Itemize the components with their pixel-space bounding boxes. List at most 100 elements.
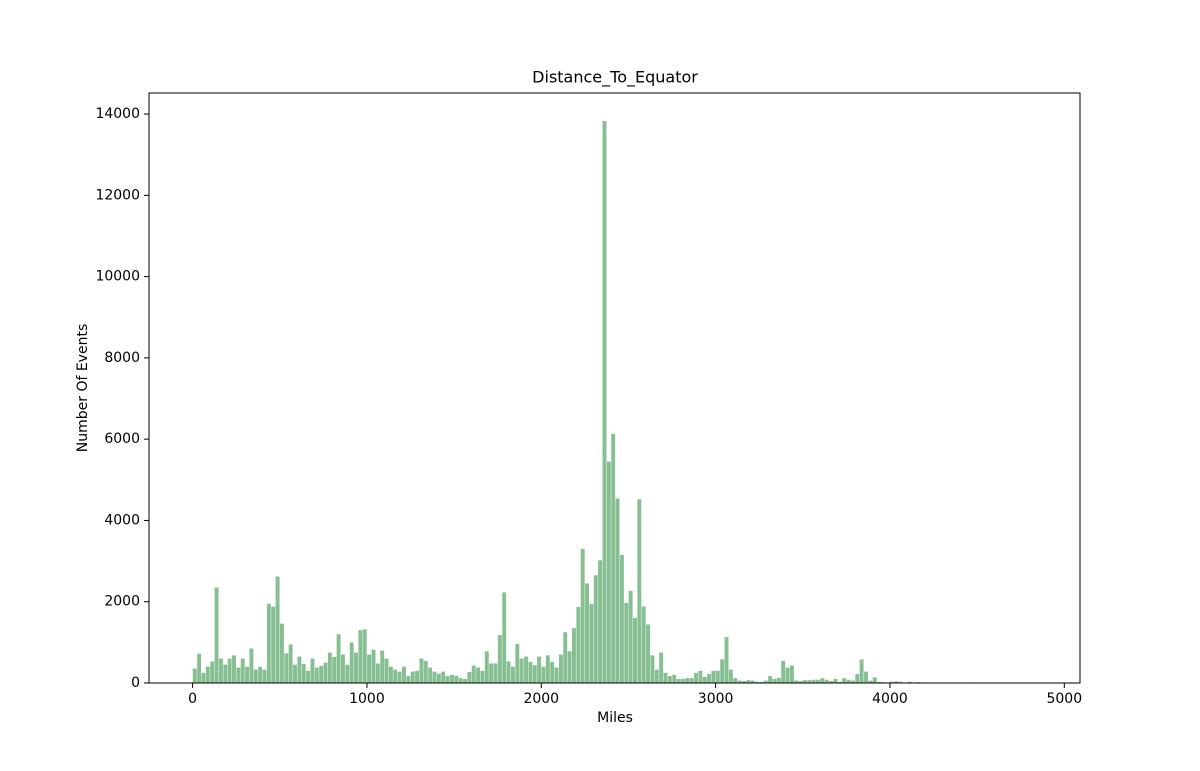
bar [485,651,489,683]
bar [664,673,668,683]
bar [393,670,397,683]
bar [450,675,454,683]
bar [864,672,868,683]
bar [677,679,681,683]
y-tick-label: 8000 [104,350,140,366]
bar [324,663,328,683]
bar [633,618,637,683]
bar [550,662,554,683]
bar [358,630,362,683]
bar [502,592,506,683]
x-tick-label: 3000 [698,691,734,707]
bar [581,549,585,683]
bar [576,607,580,683]
y-tick-label: 0 [131,675,140,691]
bar [533,665,537,683]
bar [463,679,467,683]
chart-title: Distance_To_Equator [532,68,698,88]
bar [498,635,502,683]
bar [385,659,389,683]
bar [389,667,393,683]
bar [219,659,223,683]
bar [690,678,694,683]
bar [306,671,310,683]
bar [193,669,197,683]
bar [254,670,258,683]
bar [480,671,484,683]
bar [546,655,550,683]
bar [289,644,293,683]
bar [650,655,654,683]
bar [568,651,572,683]
bar [367,655,371,683]
bar [685,678,689,683]
bar [598,560,602,683]
bar [446,676,450,683]
bar [777,678,781,683]
bar [267,604,271,683]
x-tick-label: 4000 [872,691,908,707]
bar [624,603,628,683]
bar [315,668,319,683]
bar [232,655,236,683]
bar [607,462,611,683]
bar [507,661,511,683]
bar [454,676,458,683]
bar [725,637,729,683]
bar [350,642,354,683]
bar [223,665,227,683]
y-tick-label: 4000 [104,512,140,528]
bar [415,671,419,683]
bar [245,667,249,683]
bar [424,661,428,683]
bar [258,667,262,683]
bar [202,673,206,683]
bar [772,679,776,683]
bar [284,653,288,683]
bar [302,664,306,683]
bar [842,678,846,683]
bar [520,659,524,683]
x-tick-label: 5000 [1046,691,1082,707]
bar [511,667,515,683]
bar [698,671,702,683]
bar [276,577,280,683]
bar [402,667,406,683]
bar [729,670,733,683]
bar [437,674,441,683]
bar [341,655,345,683]
bar [781,661,785,683]
bar [271,607,275,683]
bar [642,607,646,683]
bar [419,659,423,683]
y-tick-label: 10000 [95,269,140,285]
bar [620,555,624,683]
bar [559,655,563,683]
bar [472,666,476,683]
bar [380,650,384,683]
bar [603,121,607,683]
bar [703,677,707,683]
bar [280,624,284,683]
bar [855,674,859,683]
bar [345,665,349,683]
bar [786,668,790,683]
bar [328,653,332,683]
bar [310,659,314,683]
bar [655,670,659,683]
bar [332,657,336,683]
bar [585,583,589,683]
bar [790,666,794,683]
bar [363,629,367,683]
bar [563,632,567,683]
bar [707,674,711,683]
bar [646,624,650,683]
bar [681,679,685,683]
y-axis-label: Number Of Events [75,324,91,453]
bar [406,676,410,683]
bar [694,673,698,683]
bar [228,659,232,683]
bar [241,659,245,683]
x-axis-label: Miles [597,710,633,726]
y-tick-label: 12000 [95,187,140,203]
